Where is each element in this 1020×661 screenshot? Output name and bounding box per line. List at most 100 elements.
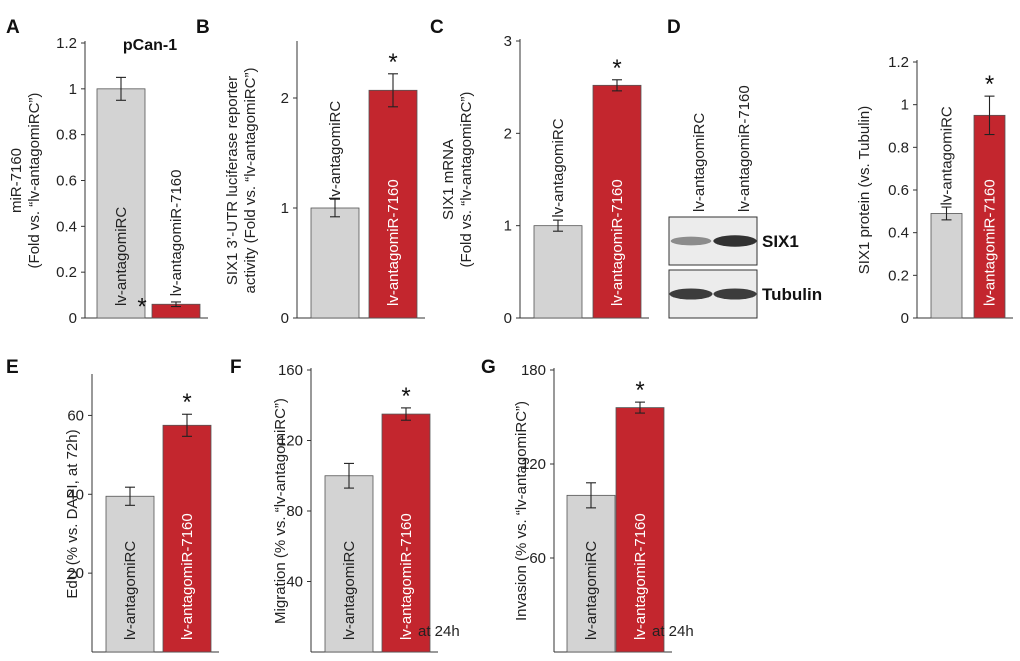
y-tick-label: 120 bbox=[278, 433, 303, 450]
y-tick-label: 1.2 bbox=[888, 54, 909, 71]
y-tick-label: 0 bbox=[281, 310, 289, 327]
category-label: lv-antagomiRC bbox=[341, 541, 358, 640]
y-tick-label: 2 bbox=[504, 125, 512, 142]
bar-treated bbox=[368, 89, 418, 319]
significance-marker: * bbox=[388, 49, 397, 76]
y-axis-label: (Fold vs. “lv-antagomiRC”) bbox=[26, 93, 43, 269]
y-tick-label: 180 bbox=[521, 362, 546, 379]
chart-panel-b: B 0 1 2 SIX1 3’-UTR luciferase reporter activ… bbox=[196, 17, 425, 327]
bar-control bbox=[930, 213, 963, 319]
bar-treated bbox=[973, 114, 1006, 319]
category-label: lv-antagomiR-7160 bbox=[179, 513, 196, 640]
bar-treated bbox=[615, 407, 665, 653]
category-label: lv-antagomiR-7160 bbox=[982, 179, 999, 306]
y-tick-label: 0.2 bbox=[56, 264, 77, 281]
y-tick-label: 0.8 bbox=[888, 139, 909, 156]
y-axis-label: Migration (% vs. “lv-antagomiRC”) bbox=[272, 398, 289, 624]
category-label: lv-antagomiR-7160 bbox=[398, 513, 415, 640]
chart-panel-f: F 40 80 120 160 Migration (% vs. “lv-antagomi… bbox=[230, 357, 460, 653]
y-axis-label: (Fold vs. “lv-antagomiRC”) bbox=[458, 92, 475, 268]
category-label: lv-antagomiRC bbox=[939, 106, 956, 205]
y-axis-label: SIX1 protein (vs. Tubulin) bbox=[856, 106, 873, 274]
y-tick-label: 60 bbox=[67, 407, 84, 424]
significance-marker: * bbox=[635, 377, 644, 404]
y-tick-label: 0.4 bbox=[888, 225, 909, 242]
lane-label: lv-antagomiR-7160 bbox=[736, 85, 753, 212]
lane-label: lv-antagomiRC bbox=[691, 113, 708, 212]
y-tick-label: 60 bbox=[529, 550, 546, 567]
category-label: lv-antagomiRC bbox=[113, 207, 130, 306]
blot-band bbox=[713, 235, 757, 247]
y-tick-label: 160 bbox=[278, 362, 303, 379]
y-tick-label: 40 bbox=[67, 486, 84, 503]
time-note: at 24h bbox=[652, 623, 694, 640]
y-tick-label: 20 bbox=[67, 565, 84, 582]
y-tick-label: 0 bbox=[901, 310, 909, 327]
bar-control bbox=[533, 225, 583, 319]
significance-marker: * bbox=[182, 389, 191, 416]
y-tick-label: 40 bbox=[286, 574, 303, 591]
chart-panel-c: C 0 1 2 3 SIX1 mRNA (Fold vs. “lv-antagomiRC”)… bbox=[430, 17, 649, 327]
y-tick-label: 0.6 bbox=[888, 182, 909, 199]
blot-band bbox=[713, 288, 757, 300]
western-blot: Dlv-antagomiRC lv-antagomiR-7160 SIX1 Tubul… bbox=[667, 17, 822, 319]
blot-band bbox=[670, 236, 712, 246]
category-label: lv-antagomiRC bbox=[327, 101, 344, 200]
time-note: at 24h bbox=[418, 623, 460, 640]
y-tick-label: 0.8 bbox=[56, 127, 77, 144]
bar-control bbox=[324, 475, 374, 653]
blot-band-label: SIX1 bbox=[762, 232, 799, 251]
significance-marker: * bbox=[137, 293, 146, 320]
y-tick-label: 3 bbox=[504, 33, 512, 50]
y-tick-label: 0.4 bbox=[56, 218, 77, 235]
panel-label: D bbox=[667, 17, 681, 38]
bar-control bbox=[105, 495, 155, 653]
panel-label: G bbox=[481, 357, 496, 378]
y-axis-label: SIX1 mRNA bbox=[440, 139, 457, 220]
chart-panel-g: G 60 120 180 Invasion (% vs. “lv-antagomiRC”… bbox=[481, 357, 694, 653]
chart-title: pCan-1 bbox=[123, 37, 177, 54]
panel-label: E bbox=[6, 357, 19, 378]
blot-band-label: Tubulin bbox=[762, 285, 822, 304]
y-tick-label: 80 bbox=[286, 503, 303, 520]
bar-control bbox=[310, 207, 360, 319]
bar-treated bbox=[162, 424, 212, 653]
category-label: lv-antagomiRC bbox=[583, 541, 600, 640]
y-tick-label: 1.2 bbox=[56, 35, 77, 52]
significance-marker: * bbox=[985, 71, 994, 98]
category-label: lv-antagomiRC bbox=[122, 541, 139, 640]
y-axis-label: miR-7160 bbox=[8, 148, 25, 213]
significance-marker: * bbox=[612, 55, 621, 82]
category-label: lv-antagomiR-7160 bbox=[632, 513, 649, 640]
category-label: lv-antagomiR-7160 bbox=[385, 179, 402, 306]
y-tick-label: 1 bbox=[901, 97, 909, 114]
y-tick-label: 0 bbox=[504, 310, 512, 327]
y-axis-label: SIX1 3’-UTR luciferase reporter bbox=[224, 76, 241, 285]
bar-treated bbox=[381, 413, 431, 653]
y-tick-label: 1 bbox=[281, 200, 289, 217]
category-label: lv-antagomiR-7160 bbox=[609, 179, 626, 306]
panel-label: F bbox=[230, 357, 242, 378]
blot-band bbox=[669, 288, 713, 300]
bar-control bbox=[96, 88, 146, 319]
significance-marker: * bbox=[401, 383, 410, 410]
chart-panel-e: E 20 40 60 EdU (% vs. DAPI, at 72h) lv-antago… bbox=[6, 357, 219, 653]
panel-label: A bbox=[6, 17, 20, 38]
chart-panel-d: 0 0.2 0.4 0.6 0.8 1 1.2 SIX1 protein (vs. Tubul… bbox=[856, 54, 1013, 327]
category-label: lv-antagomiRC bbox=[550, 118, 567, 217]
y-tick-label: 2 bbox=[281, 90, 289, 107]
panel-label: B bbox=[196, 17, 210, 38]
panel-label: C bbox=[430, 17, 444, 38]
y-tick-label: 0.2 bbox=[888, 267, 909, 284]
y-tick-label: 1 bbox=[504, 218, 512, 235]
y-tick-label: 120 bbox=[521, 456, 546, 473]
y-axis-label: EdU (% vs. DAPI, at 72h) bbox=[64, 429, 81, 598]
y-tick-label: 0 bbox=[69, 310, 77, 327]
y-axis-label: activity (Fold vs. “lv-antagomiRC”) bbox=[242, 68, 259, 294]
y-axis-label: Invasion (% vs. “lv-antagomiRC”) bbox=[513, 401, 530, 621]
category-label: lv-antagomiR-7160 bbox=[168, 170, 185, 297]
y-tick-label: 0.6 bbox=[56, 173, 77, 190]
